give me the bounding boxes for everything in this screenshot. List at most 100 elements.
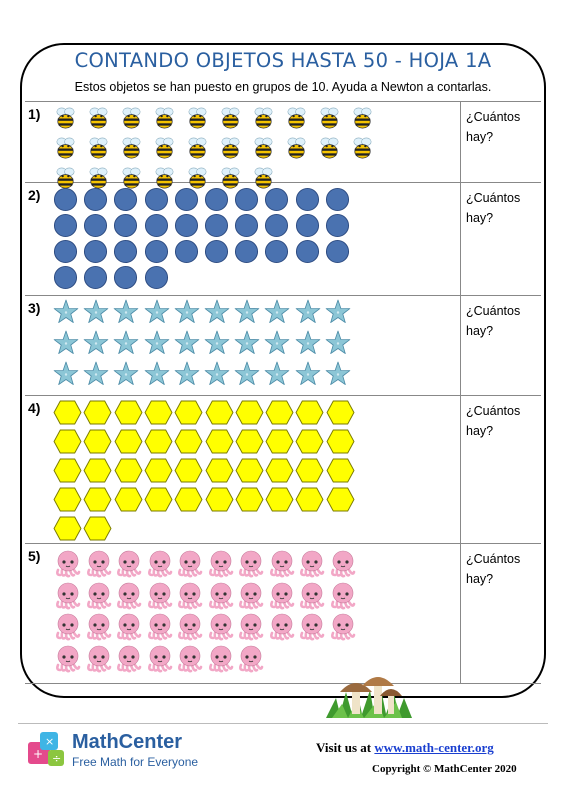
octopus-icon bbox=[206, 548, 236, 582]
page-title: CONTANDO OBJETOS HASTA 50 - HOJA 1A bbox=[74, 49, 492, 72]
starfish-icon bbox=[234, 361, 260, 391]
starfish-icon bbox=[204, 330, 230, 360]
row-number: 1) bbox=[28, 106, 41, 122]
octopus-icon bbox=[175, 548, 205, 582]
yellow-hexagon-icon bbox=[295, 429, 324, 458]
bee-icon bbox=[86, 166, 111, 195]
yellow-hexagon-icon bbox=[205, 429, 234, 458]
blue-circle-icon bbox=[204, 187, 229, 216]
blue-circle-icon bbox=[144, 187, 169, 216]
question: ¿Cuántos hay? bbox=[466, 549, 520, 589]
visit-prefix: Visit us at bbox=[316, 740, 372, 755]
question-line-2: hay? bbox=[466, 572, 494, 586]
yellow-hexagon-icon bbox=[326, 487, 355, 516]
blue-circle-icon bbox=[295, 213, 320, 242]
starfish-icon bbox=[295, 361, 321, 391]
bee-icon bbox=[53, 166, 78, 195]
row-number: 4) bbox=[28, 400, 41, 416]
yellow-hexagon-icon bbox=[235, 487, 264, 516]
blue-circle-icon bbox=[113, 187, 138, 216]
svg-text:+: + bbox=[33, 747, 43, 761]
yellow-hexagon-icon bbox=[144, 487, 173, 516]
bee-icon bbox=[350, 106, 375, 135]
starfish-icon bbox=[113, 361, 139, 391]
brand-tagline: Free Math for Everyone bbox=[72, 755, 199, 769]
starfish-icon bbox=[144, 299, 170, 329]
yellow-hexagon-icon bbox=[53, 516, 82, 545]
blue-circle-icon bbox=[53, 187, 78, 216]
starfish-icon bbox=[174, 299, 200, 329]
exercise-row-5: 5) bbox=[25, 544, 541, 684]
bee-icon bbox=[284, 106, 309, 135]
question-line-2: hay? bbox=[466, 324, 494, 338]
starfish-icon bbox=[53, 299, 79, 329]
octopus-icon bbox=[53, 611, 83, 645]
blue-circle-icon bbox=[113, 265, 138, 294]
octopus-icon bbox=[114, 643, 144, 677]
yellow-hexagon-icon bbox=[144, 429, 173, 458]
yellow-hexagon-icon bbox=[235, 400, 264, 429]
bee-icon bbox=[185, 136, 210, 165]
starfish-icon bbox=[144, 330, 170, 360]
yellow-hexagon-icon bbox=[83, 516, 112, 545]
yellow-hexagon-icon bbox=[174, 487, 203, 516]
blue-circle-icon bbox=[204, 239, 229, 268]
question-line-2: hay? bbox=[466, 424, 494, 438]
octopus-icon bbox=[175, 611, 205, 645]
svg-text:÷: ÷ bbox=[52, 752, 61, 765]
octopus-icon bbox=[297, 548, 327, 582]
mushroom-grass-illustration bbox=[326, 677, 412, 718]
octopus-icon bbox=[53, 580, 83, 614]
blue-circle-icon bbox=[144, 265, 169, 294]
yellow-hexagon-icon bbox=[235, 429, 264, 458]
blue-circle-icon bbox=[234, 213, 259, 242]
blue-circle-icon bbox=[53, 239, 78, 268]
starfish-icon bbox=[204, 361, 230, 391]
octopus-icon bbox=[145, 580, 175, 614]
question-line-2: hay? bbox=[466, 130, 494, 144]
exercise-row-3: 3) bbox=[25, 296, 541, 396]
yellow-hexagon-icon bbox=[326, 458, 355, 487]
starfish-icon bbox=[113, 299, 139, 329]
starfish-icon bbox=[325, 299, 351, 329]
octopus-icon bbox=[84, 611, 114, 645]
yellow-hexagon-icon bbox=[205, 400, 234, 429]
blue-circle-icon bbox=[53, 213, 78, 242]
yellow-hexagon-icon bbox=[174, 400, 203, 429]
yellow-hexagon-icon bbox=[114, 487, 143, 516]
starfish-icon bbox=[295, 299, 321, 329]
bee-icon bbox=[119, 166, 144, 195]
blue-circle-icon bbox=[174, 239, 199, 268]
starfish-icon bbox=[264, 299, 290, 329]
octopus-icon bbox=[53, 643, 83, 677]
yellow-hexagon-icon bbox=[295, 400, 324, 429]
octopus-icon bbox=[236, 611, 266, 645]
bee-icon bbox=[86, 136, 111, 165]
bee-icon bbox=[185, 166, 210, 195]
starfish-icon bbox=[83, 361, 109, 391]
starfish-icon bbox=[174, 330, 200, 360]
footer-divider bbox=[18, 723, 548, 724]
page-frame bbox=[20, 43, 546, 698]
brand-name: MathCenter bbox=[72, 731, 183, 753]
blue-circle-icon bbox=[174, 213, 199, 242]
starfish-icon bbox=[204, 299, 230, 329]
instructions: Estos objetos se han puesto en grupos de… bbox=[74, 80, 492, 94]
blue-circle-icon bbox=[234, 187, 259, 216]
svg-text:×: × bbox=[45, 735, 54, 748]
blue-circle-icon bbox=[325, 213, 350, 242]
blue-circle-icon bbox=[295, 239, 320, 268]
blue-circle-icon bbox=[264, 239, 289, 268]
starfish-icon bbox=[53, 361, 79, 391]
yellow-hexagon-icon bbox=[295, 458, 324, 487]
website-link[interactable]: www.math-center.org bbox=[374, 740, 494, 755]
starfish-icon bbox=[234, 299, 260, 329]
yellow-hexagon-icon bbox=[114, 429, 143, 458]
blue-circle-icon bbox=[83, 239, 108, 268]
question-line-1: ¿Cuántos bbox=[466, 404, 521, 418]
blue-circle-icon bbox=[234, 239, 259, 268]
yellow-hexagon-icon bbox=[326, 429, 355, 458]
yellow-hexagon-icon bbox=[326, 400, 355, 429]
yellow-hexagon-icon bbox=[205, 487, 234, 516]
blue-circle-icon bbox=[174, 187, 199, 216]
